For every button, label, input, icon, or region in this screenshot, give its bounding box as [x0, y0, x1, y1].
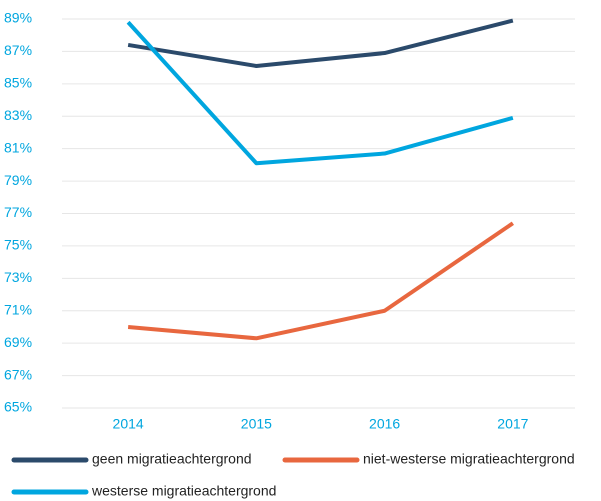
y-tick-label: 75% [4, 237, 32, 253]
y-tick-label: 87% [4, 42, 32, 58]
y-tick-label: 81% [4, 139, 32, 155]
legend-label: niet-westerse migratieachtergrond [363, 451, 575, 467]
x-tick-label: 2016 [369, 416, 400, 432]
y-tick-label: 77% [4, 204, 32, 220]
y-tick-label: 65% [4, 399, 32, 415]
series-line [127, 221, 515, 341]
x-tick-label: 2014 [113, 416, 144, 432]
y-tick-label: 85% [4, 75, 32, 91]
y-tick-label: 69% [4, 334, 32, 350]
y-tick-label: 71% [4, 301, 32, 317]
series-line [126, 20, 514, 166]
y-tick-label: 79% [4, 172, 32, 188]
y-tick-label: 89% [4, 10, 32, 26]
legend-label: geen migratieachtergrond [92, 451, 252, 467]
legend-label: westerse migratieachtergrond [91, 483, 276, 499]
x-tick-label: 2015 [241, 416, 272, 432]
y-tick-label: 67% [4, 366, 32, 382]
y-tick-label: 83% [4, 107, 32, 123]
series-line [127, 18, 514, 69]
y-tick-label: 73% [4, 269, 32, 285]
x-tick-label: 2017 [497, 416, 528, 432]
